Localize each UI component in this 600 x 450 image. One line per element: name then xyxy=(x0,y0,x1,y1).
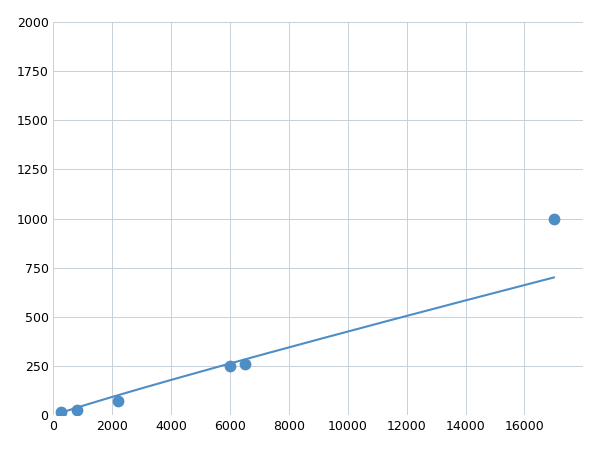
Point xyxy=(240,361,250,368)
Point xyxy=(113,397,123,404)
Point xyxy=(72,406,82,413)
Point xyxy=(549,215,559,222)
Point xyxy=(56,408,65,415)
Point xyxy=(225,363,235,370)
